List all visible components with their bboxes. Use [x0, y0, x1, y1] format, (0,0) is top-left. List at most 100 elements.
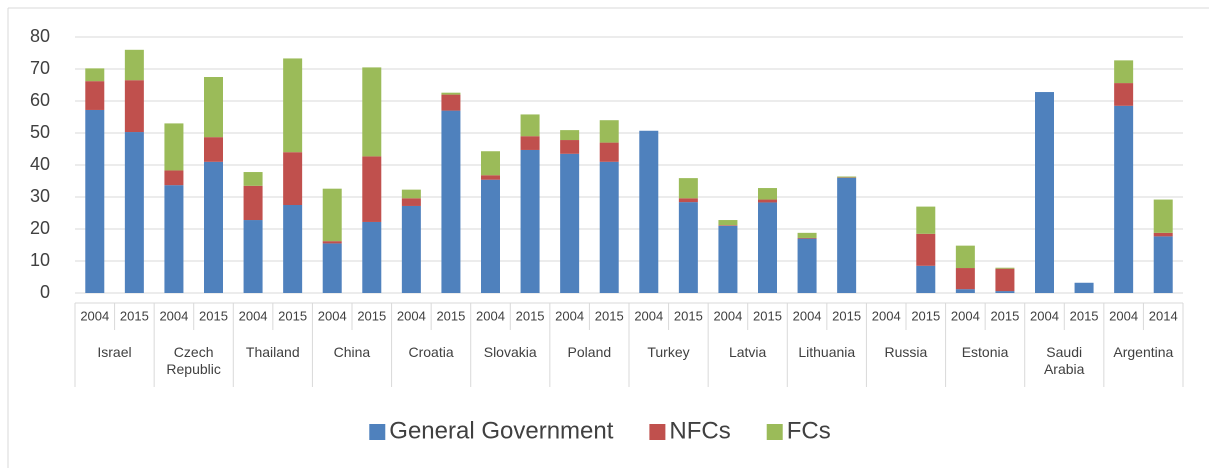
bar-segment [995, 268, 1015, 292]
legend-swatch [766, 424, 783, 440]
bar-segment [955, 245, 975, 269]
bar-segment [1114, 105, 1134, 293]
x-tick-label: 2004 [159, 308, 188, 323]
bar-segment [639, 130, 659, 293]
group-label: Lithuania [798, 344, 856, 360]
y-tick-label: 40 [30, 154, 50, 174]
bar-segment [322, 188, 342, 242]
bar-segment [283, 205, 303, 293]
y-tick-label: 0 [40, 282, 50, 302]
group-label: Russia [884, 344, 928, 360]
group-label: Croatia [408, 344, 454, 360]
bar-segment [718, 220, 738, 226]
bar-segment [678, 198, 698, 203]
bar-segment [124, 80, 144, 133]
group-label: Israel [97, 344, 132, 360]
bar-segment [164, 185, 184, 293]
x-tick-label: 2015 [832, 308, 861, 323]
bar-segment [520, 136, 540, 150]
bar-segment [955, 289, 975, 293]
legend-label: NFCs [669, 417, 730, 444]
bar-segment [164, 123, 184, 171]
bar-segment [995, 291, 1015, 293]
bar-segment [283, 58, 303, 153]
x-tick-label: 2015 [990, 308, 1019, 323]
group-label: Czech Republic [166, 344, 221, 377]
bar-segment [481, 151, 500, 176]
bar-segment [995, 267, 1015, 269]
bar-segment [599, 120, 619, 143]
x-tick-label: 2004 [239, 308, 268, 323]
bar-segment [837, 177, 857, 293]
bar-segment [797, 238, 817, 293]
bar-segment [322, 243, 342, 293]
bar-segment [758, 188, 777, 200]
bar-segment [481, 179, 500, 293]
y-tick-label: 20 [30, 218, 50, 238]
x-tick-label: 2014 [1149, 308, 1178, 323]
y-tick-label: 50 [30, 122, 50, 142]
group-label: Latvia [728, 344, 767, 360]
y-tick-label: 60 [30, 90, 50, 110]
group-label: China [333, 344, 371, 360]
bar-segment [916, 233, 936, 266]
bar-segment [1153, 199, 1173, 233]
group-label: Turkey [647, 344, 690, 360]
bar-segment [322, 241, 342, 244]
x-tick-label: 2015 [1070, 308, 1099, 323]
x-tick-label: 2015 [753, 308, 782, 323]
bar-segment [758, 202, 777, 293]
legend-swatch [649, 424, 666, 440]
bar-segment [1035, 92, 1054, 293]
group-label: Argentina [1113, 344, 1174, 360]
legend-label: General Government [389, 417, 613, 444]
x-tick-label: 2004 [476, 308, 505, 323]
x-tick-label: 2004 [793, 308, 822, 323]
x-tick-label: 2004 [397, 308, 426, 323]
bar-segment [204, 137, 223, 162]
bar-segment [243, 172, 263, 186]
group-label: Slovakia [483, 344, 537, 360]
y-tick-label: 10 [30, 250, 50, 270]
x-tick-label: 2004 [872, 308, 901, 323]
x-tick-label: 2015 [595, 308, 624, 323]
x-tick-label: 2004 [713, 308, 742, 323]
bar-segment [955, 268, 975, 290]
bar-segment [758, 199, 777, 203]
bar-segment [916, 265, 936, 293]
bar-segment [1114, 60, 1134, 84]
bar-segment [797, 237, 817, 239]
group-label: Poland [567, 344, 612, 360]
bar-segment [560, 153, 580, 293]
x-tick-label: 2015 [357, 308, 386, 323]
bar-segment [362, 156, 382, 222]
x-tick-label: 2015 [911, 308, 940, 323]
bar-segment [204, 77, 223, 138]
bar-segment [1114, 83, 1134, 106]
bar-segment [797, 232, 817, 238]
y-tick-label: 80 [30, 26, 50, 46]
bar-segment [85, 68, 105, 82]
bar-segment [678, 178, 698, 199]
x-tick-label: 2004 [555, 308, 584, 323]
bar-segment [85, 109, 105, 294]
x-tick-label: 2004 [318, 308, 347, 323]
bar-segment [1153, 232, 1173, 237]
bar-segment [1074, 282, 1094, 293]
bar-segment [85, 81, 105, 110]
bar-segment [164, 170, 184, 186]
bar-segment [718, 225, 738, 293]
x-tick-label: 2015 [199, 308, 228, 323]
bar-segment [599, 142, 619, 162]
bar-segment [124, 49, 144, 81]
bar-segment [1153, 236, 1173, 293]
group-label: Estonia [961, 344, 1009, 360]
x-tick-label: 2015 [436, 308, 465, 323]
bar-segment [401, 198, 421, 206]
bar-segment [283, 152, 303, 205]
group-label: Saudi Arabia [1043, 344, 1085, 377]
x-tick-label: 2004 [1030, 308, 1059, 323]
group-label: Thailand [245, 344, 300, 360]
